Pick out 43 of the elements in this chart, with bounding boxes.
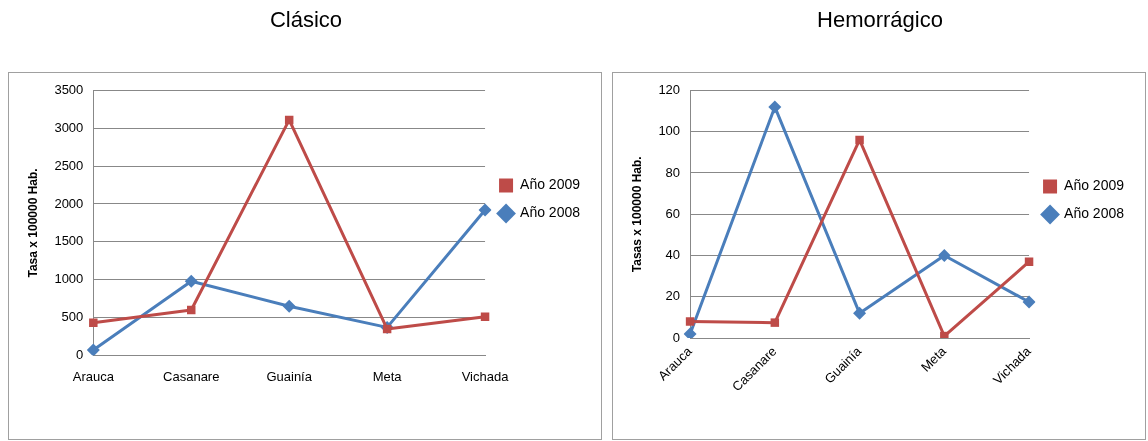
legend-label: Año 2009: [520, 176, 581, 193]
point: [853, 306, 867, 320]
legend-label: Año 2008: [1064, 205, 1125, 222]
x-tick-label: Vichada: [461, 368, 510, 384]
legend-label: Año 2009: [1064, 177, 1125, 194]
point: [855, 135, 864, 145]
chart-title: Clásico: [269, 7, 343, 33]
y-tick-label: 20: [665, 288, 681, 304]
x-tick-label: Casanare: [163, 368, 220, 384]
x-tick-label: Guainía: [266, 368, 313, 384]
y-tick-label: 2000: [54, 195, 84, 211]
point: [768, 100, 782, 114]
point: [86, 343, 100, 356]
point: [770, 318, 780, 327]
y-axis-title: Tasas x 100000 Hab.: [629, 156, 644, 273]
y-tick-label: 120: [658, 81, 681, 97]
y-tick-label: 2500: [54, 157, 84, 173]
y-tick-label: 3000: [54, 119, 84, 135]
y-axis-title: Tasa x 100000 Hab.: [25, 168, 40, 278]
y-tick-label: 0: [672, 329, 681, 345]
y-tick-label: 80: [665, 164, 681, 180]
point: [184, 274, 198, 288]
x-tick-label: Arauca: [72, 368, 115, 384]
x-tick-label: Meta: [372, 368, 403, 384]
point: [940, 331, 949, 339]
y-tick-label: 3500: [54, 81, 84, 97]
y-tick-label: 40: [665, 247, 681, 263]
y-tick-label: 100: [658, 123, 681, 139]
point: [478, 203, 492, 217]
y-tick-label: 0: [76, 346, 84, 362]
y-tick-label: 1000: [54, 271, 84, 287]
point: [685, 317, 695, 326]
y-tick-label: 500: [61, 309, 84, 325]
point: [282, 299, 296, 313]
point: [683, 327, 697, 339]
chart-title: Hemorrágico: [817, 7, 943, 33]
y-tick-label: 1500: [54, 233, 84, 249]
point: [937, 249, 951, 263]
legend-label: Año 2008: [520, 204, 581, 221]
point: [89, 318, 98, 328]
point: [1024, 257, 1034, 266]
point: [1022, 295, 1036, 309]
y-tick-label: 60: [665, 205, 681, 221]
